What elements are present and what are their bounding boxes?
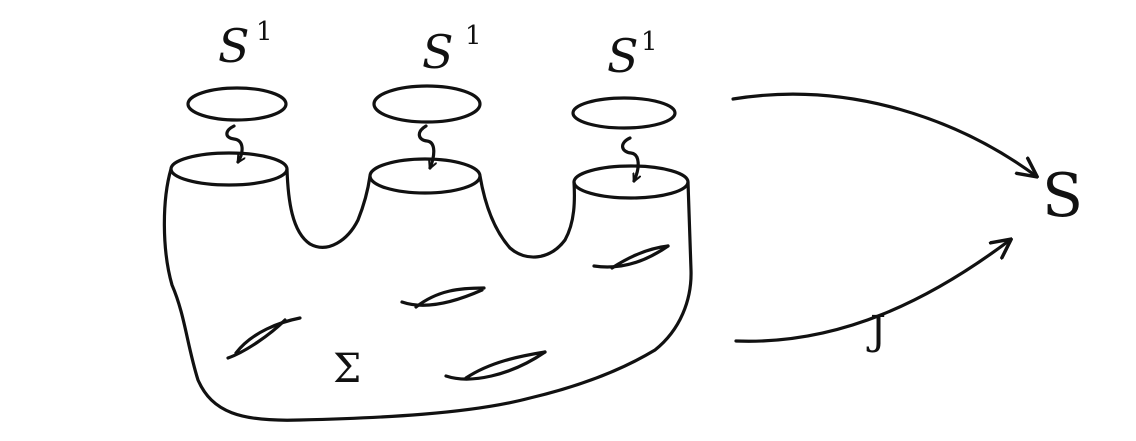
boundary-circle-1 (169, 151, 289, 187)
surface-dip-1 (285, 167, 372, 249)
target-label: S (1042, 161, 1083, 231)
inclusion-arrow-3 (621, 136, 639, 181)
inclusion-arrow-1 (225, 124, 242, 162)
surface-label: Σ (333, 346, 361, 392)
genus-handle-2 (400, 286, 486, 309)
circle-label-1-superscript: 1 (256, 17, 273, 47)
boundary-circle-3 (572, 164, 690, 200)
circle-label-3-superscript: 1 (641, 27, 658, 57)
genus-handle-4 (592, 244, 670, 270)
circle-label-2-base: S (422, 25, 454, 79)
circle-3 (571, 96, 677, 130)
surface-sigma (162, 151, 693, 422)
circle-label-3-base: S (607, 29, 639, 83)
circle-label-2: S 1 (422, 21, 482, 79)
surface-outline (162, 167, 693, 422)
genus-handle-1 (226, 316, 302, 360)
boundary-circle-2 (368, 157, 482, 195)
surface-dip-2 (478, 174, 577, 259)
circle-label-3: S 1 (607, 27, 658, 83)
circle-label-2-superscript: 1 (465, 21, 482, 51)
map-arrow-lower (734, 240, 1010, 343)
genus-handle-3 (444, 350, 547, 381)
circle-1 (186, 86, 288, 122)
map-arrow-upper (731, 92, 1036, 176)
inclusion-arrow-2 (417, 124, 433, 168)
circle-label-1: S 1 (218, 17, 273, 73)
circle-2 (372, 84, 482, 124)
circle-label-1-base: S (218, 19, 250, 73)
map-label: J (866, 308, 886, 354)
